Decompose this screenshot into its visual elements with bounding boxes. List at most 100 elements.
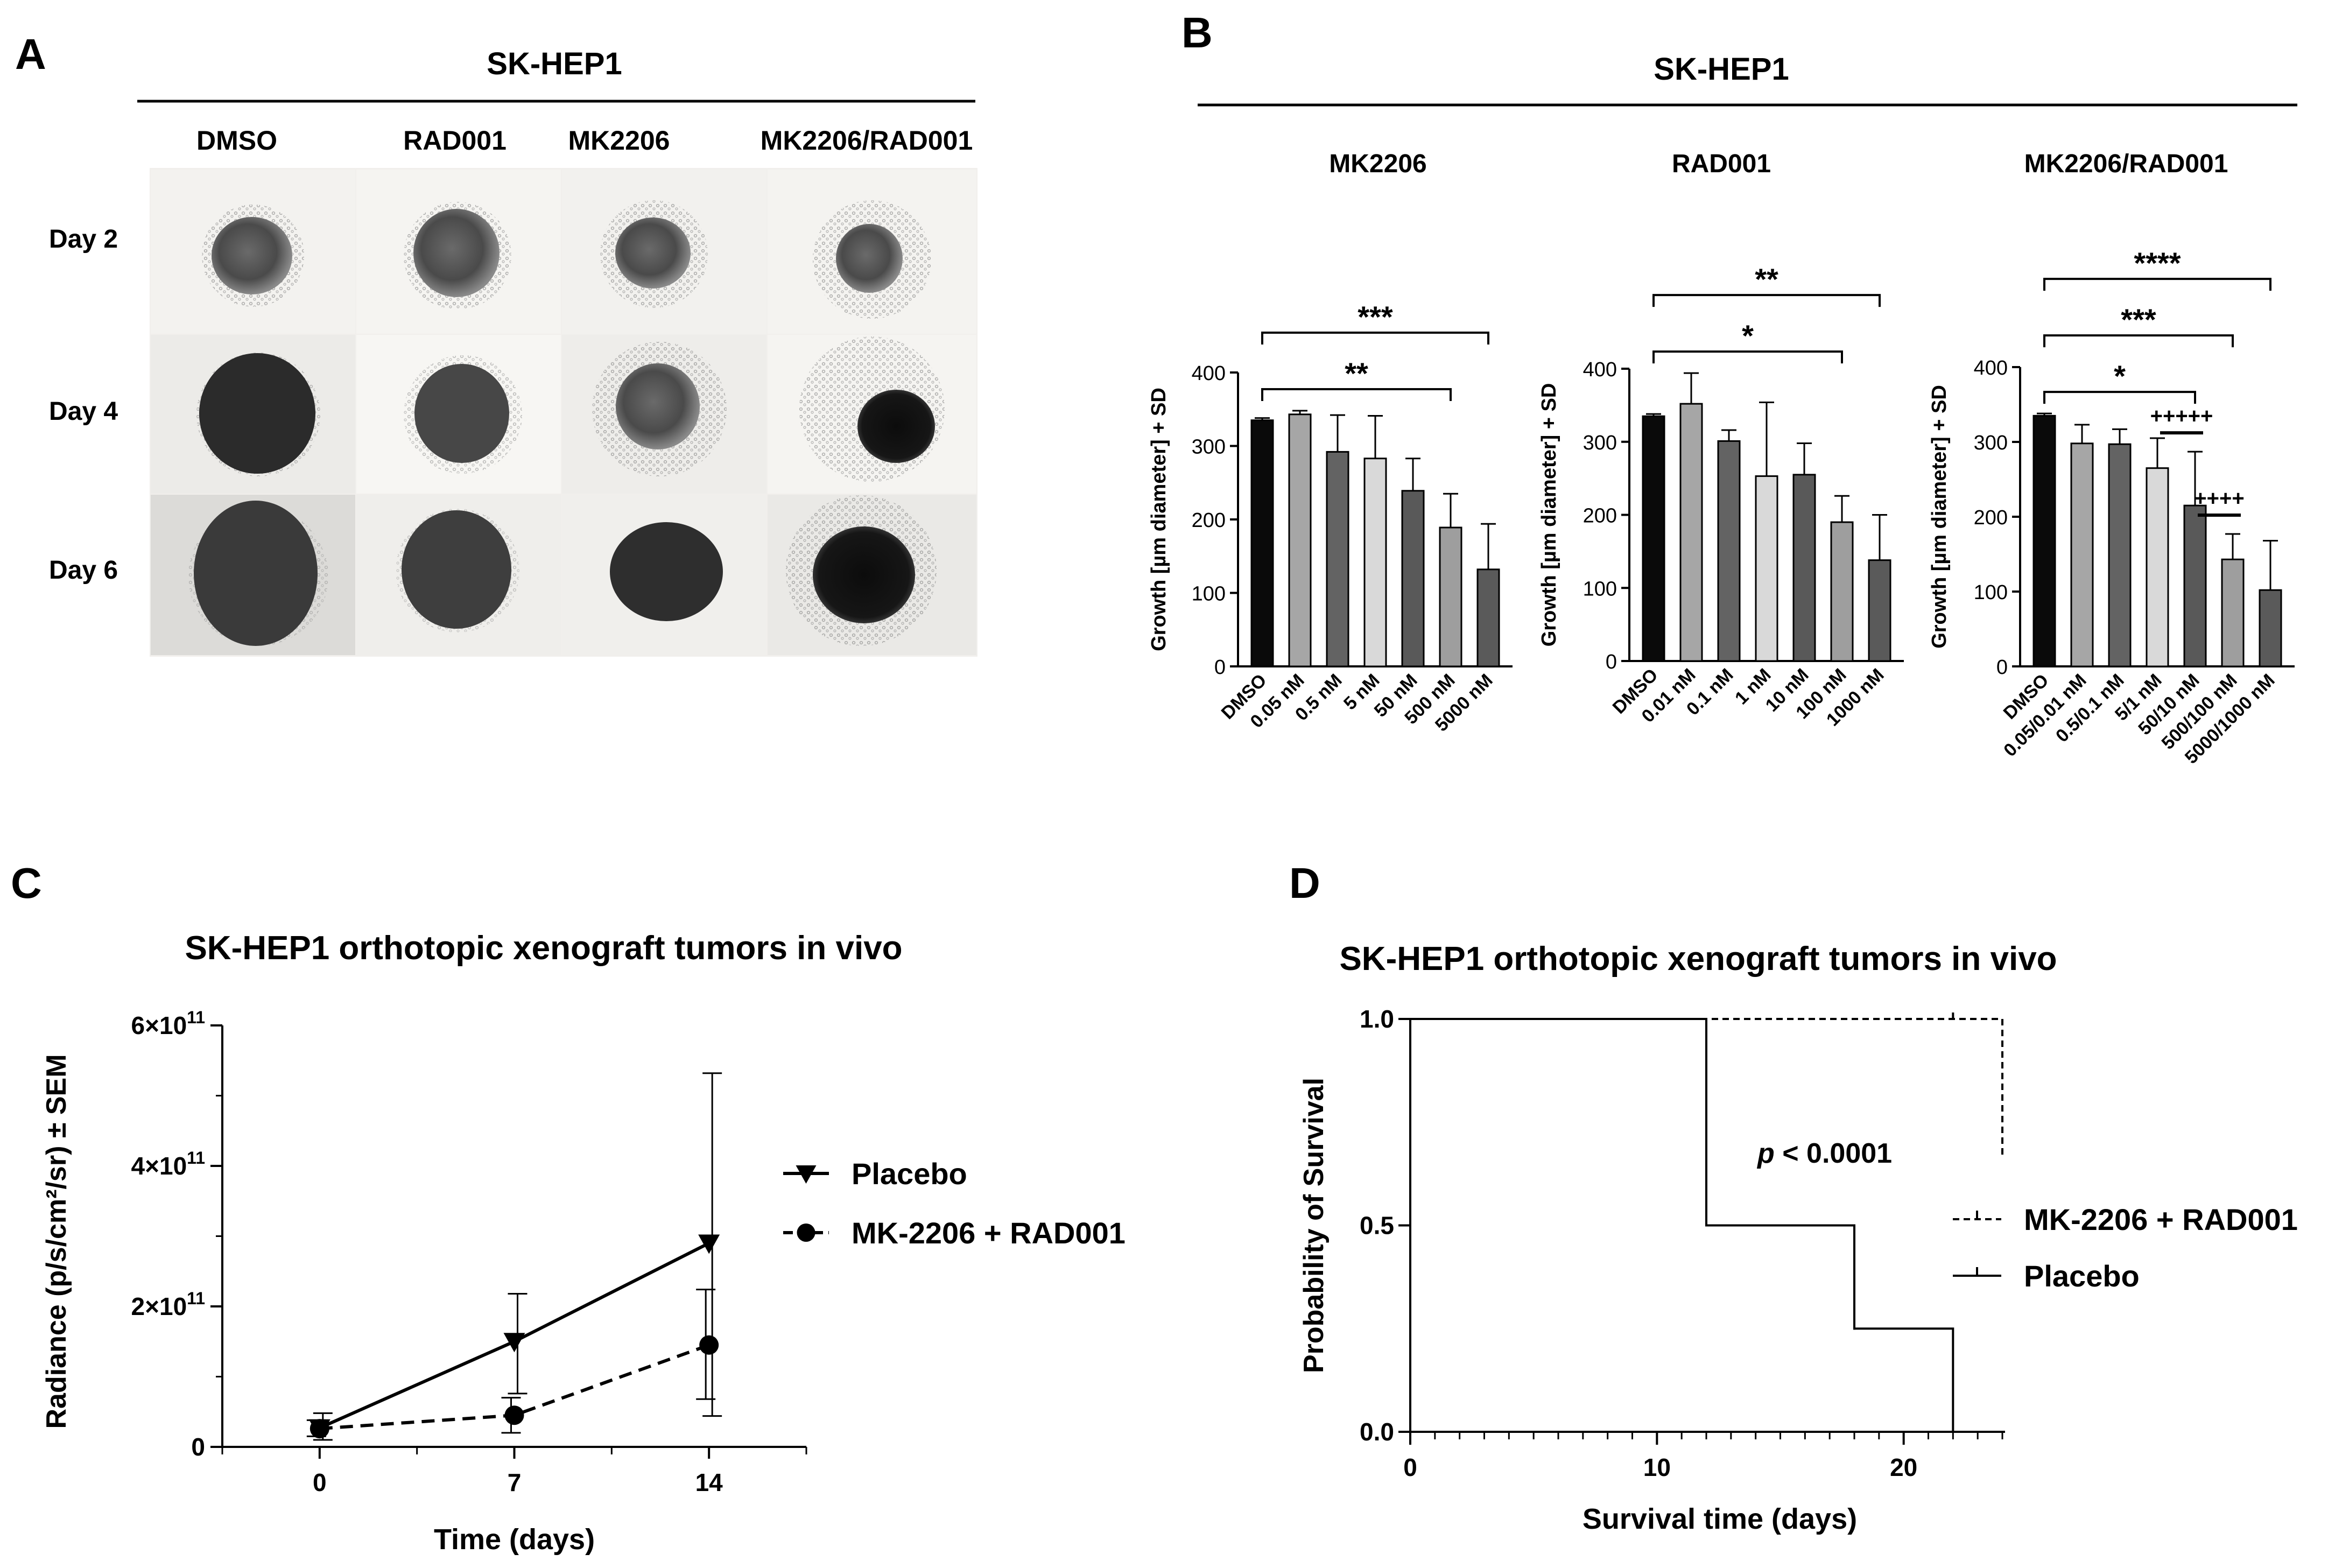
legend-label: Placebo [852,1157,967,1191]
y-tick-label: 2×1011 [131,1289,205,1320]
y-tick-label: 300 [1974,432,2008,454]
row-label-day2: Day 2 [49,225,118,254]
y-tick-label: 200 [1583,505,1617,528]
significance-bracket [2043,334,2234,348]
bar [2146,467,2169,667]
y-tick-label: 100 [1583,578,1617,600]
y-tick-label: 200 [1192,509,1226,532]
spheroid-rad001-day6 [396,509,519,632]
column-label-rad001: RAD001 [403,125,507,156]
chart-title: SK-HEP1 orthotopic xenograft tumors in v… [185,930,902,967]
bar [1363,458,1387,667]
significance-label: ** [1345,356,1368,390]
panel-b: B SK-HEP1 MK2206 0 100 200 300 400 Growth [µm … [1148,9,2297,768]
y-tick-label: 200 [1974,507,2008,529]
y-tick-label: 100 [1192,583,1226,606]
x-tick-label: 7 [508,1468,522,1496]
legend-label: MK-2206 + RAD001 [852,1216,1126,1250]
data-point [503,1333,525,1353]
bar [1792,474,1816,662]
bar-chart-rad001: RAD001 0 100 200 300 400 Growth [µm diameter] … [1538,150,1904,730]
significance-label: *** [2121,303,2156,336]
bar [2070,442,2094,667]
spheroid-mk2206-day4 [592,342,727,476]
significance-label: ** [1755,262,1778,296]
bar [1476,568,1500,667]
bar [2032,414,2056,667]
bar [1401,490,1425,667]
y-axis-label: Growth [µm diameter] + SD [1538,383,1560,647]
plus-label: +++++ [2150,404,2213,428]
data-point [699,1335,719,1355]
x-tick-label: 20 [1890,1453,1917,1481]
data-point [698,1234,720,1254]
significance-bracket [1652,294,1881,307]
y-tick-label: 400 [1583,358,1617,381]
y-tick-label: 400 [1192,362,1226,385]
survival-curve [1410,1018,1954,1432]
bar [1717,440,1741,662]
spheroid-mk2206-day6 [610,522,723,621]
legend-marker [796,1165,817,1184]
panel-a-header: SK-HEP1 [487,46,622,81]
significance-bracket [2043,278,2271,291]
spheroid-dmso-day4 [196,353,320,476]
spheroid-rad001-day2 [404,202,511,310]
column-label-mk2206-rad001: MK2206/RAD001 [761,125,973,156]
significance-label: *** [1358,300,1393,334]
spheroid-combo-day6 [786,495,937,646]
significance-label: * [2114,359,2126,393]
y-axis-label: Probability of Survival [1298,1078,1330,1373]
chart-title: MK2206/RAD001 [2024,150,2228,178]
y-axis-label: Growth [µm diameter] + SD [1928,385,1951,649]
microscopy-grid [150,168,977,657]
bar-chart-mk2206: MK2206 0 100 200 300 400 Growth [µm diameter] … [1148,150,1513,736]
bar [1830,521,1854,662]
x-tick-label: 14 [695,1468,723,1496]
bar [1642,415,1665,662]
significance-bracket [1652,350,1843,364]
panel-letter-d: D [1289,859,1320,907]
bar [2221,558,2245,667]
significance-bracket [1261,388,1452,401]
bar [1439,526,1462,667]
p-value-annotation: p < 0.0001 [1756,1138,1892,1169]
row-label-day6: Day 6 [49,556,118,585]
panel-letter-b: B [1181,9,1213,57]
panel-letter-a: A [15,30,46,78]
bar-chart-combination: MK2206/RAD001 0 100 200 300 400 Growth [µm dia… [1928,150,2295,768]
plus-label: ++++ [2194,487,2244,510]
x-tick-label: 0 [313,1468,327,1496]
y-tick-label: 400 [1974,357,2008,379]
bar [1250,419,1274,667]
y-tick-label: 300 [1583,432,1617,454]
spheroid-mk2206-day2 [600,200,708,308]
y-tick-label: 4×1011 [131,1148,205,1180]
y-tick-label: 300 [1192,436,1226,459]
column-label-mk2206: MK2206 [568,125,670,156]
y-axis-label: Radiance (p/s/cm²/sr) ± SEM [41,1054,72,1429]
panel-d: D SK-HEP1 orthotopic xenograft tumors in… [1289,859,2298,1535]
y-tick-label: 0 [191,1433,205,1461]
y-tick-label: 0 [1214,656,1226,679]
y-tick-label: 100 [1974,581,2008,604]
x-axis-label: Survival time (days) [1583,1503,1857,1535]
chart-title: SK-HEP1 orthotopic xenograft tumors in v… [1339,940,2057,978]
column-label-dmso: DMSO [196,125,277,156]
bar [1755,475,1778,662]
x-axis-label: Time (days) [434,1523,595,1556]
significance-bracket [1261,331,1489,344]
line-chart-radiance: SK-HEP1 orthotopic xenograft tumors in v… [41,930,1126,1556]
bar [1326,451,1349,667]
significance-label: **** [2134,246,2181,280]
panel-c: C SK-HEP1 orthotopic xenograft tumors in… [11,859,1126,1556]
bar [2183,504,2207,667]
x-tick-label: 10 [1643,1453,1671,1481]
y-tick-label: 1.0 [1360,1005,1394,1033]
y-tick-label: 0 [1996,656,2008,679]
y-tick-label: 0 [1606,651,1617,673]
y-axis-label: Growth [µm diameter] + SD [1148,388,1170,651]
legend-marker [797,1224,815,1242]
bar [2259,589,2282,667]
